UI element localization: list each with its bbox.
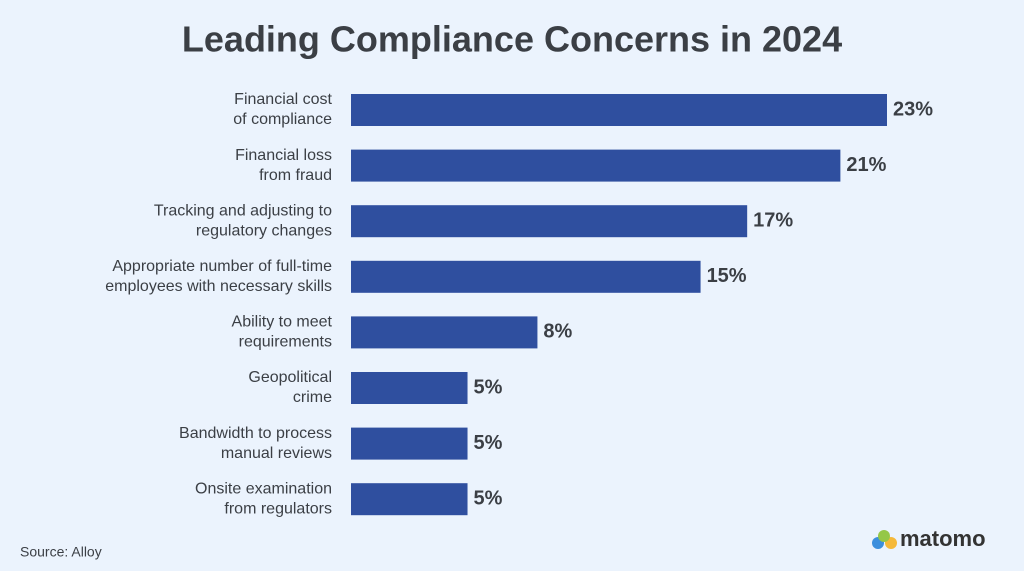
bar [351, 372, 468, 404]
value-label: 8% [543, 321, 572, 343]
category-label: crime [293, 389, 332, 406]
category-label: from regulators [224, 500, 332, 517]
category-label: employees with necessary skills [105, 278, 332, 295]
logo-icon [872, 530, 897, 549]
category-label: Geopolitical [248, 369, 332, 386]
value-label: 23% [893, 98, 933, 120]
category-label: regulatory changes [196, 222, 332, 239]
category-label: manual reviews [221, 445, 332, 462]
category-label: of compliance [233, 111, 332, 128]
source: Source: Alloy [20, 544, 102, 560]
bar [351, 205, 748, 238]
value-label: 15% [707, 265, 747, 287]
value-label: 17% [753, 209, 793, 231]
category-label: Onsite examination [195, 480, 332, 497]
category-label: Ability to meet [232, 314, 333, 331]
chart-title: Leading Compliance Concerns in 2024 [182, 19, 842, 60]
category-label: Bandwidth to process [179, 425, 332, 442]
bar [351, 149, 841, 182]
category-label: Financial loss [235, 147, 332, 164]
category-label: from fraud [259, 167, 332, 184]
category-label: Financial cost [234, 91, 332, 108]
category-label: requirements [239, 334, 332, 351]
category-label: Tracking and adjusting to [154, 202, 332, 219]
logo-text: matomo [900, 526, 986, 551]
value-label: 5% [474, 376, 503, 398]
bar [351, 483, 468, 516]
bar [351, 260, 701, 293]
category-label: Appropriate number of full-time [112, 258, 332, 275]
bar [351, 427, 468, 460]
value-label: 5% [474, 487, 503, 509]
value-label: 5% [474, 432, 503, 454]
bar [351, 94, 887, 126]
bar [351, 316, 538, 349]
value-label: 21% [846, 154, 886, 176]
